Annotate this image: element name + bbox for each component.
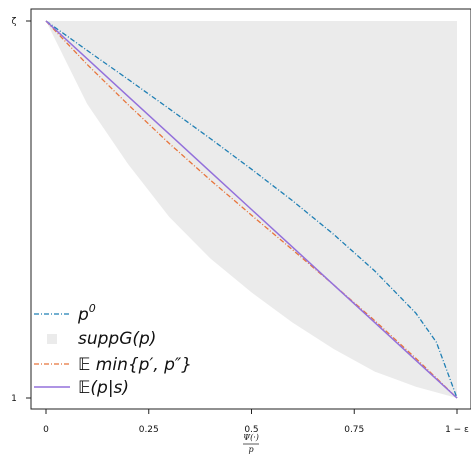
legend-swatch-support	[47, 334, 57, 344]
legend-label-p0-sup: 0	[89, 302, 96, 315]
series-p0-line	[45, 20, 458, 399]
y-tick-label: ζ	[12, 17, 17, 27]
legend-label-ecs: 𝔼(p|s)	[78, 378, 129, 398]
legend-label-p0-base: p	[77, 305, 89, 325]
legend-label-p0: p0	[77, 302, 96, 325]
series-lines-layer	[45, 20, 458, 399]
x-tick-label: 0.75	[344, 425, 364, 435]
x-axis: 0 0.25 0.5 0.75 1 − ε	[43, 409, 469, 435]
x-tick-label: 0	[43, 425, 49, 435]
x-axis-label-numerator: Ψ(·)	[243, 433, 259, 442]
series-ecs-line	[45, 20, 458, 399]
legend: p0 suppG(p) 𝔼 min{p′, p″} 𝔼(p|s)	[34, 302, 192, 398]
legend-label-support: suppG(p)	[78, 329, 156, 349]
x-tick-label: 0.5	[244, 425, 258, 435]
y-tick-label: 1	[11, 394, 17, 404]
y-axis: ζ1	[11, 17, 31, 404]
series-emin-line	[45, 20, 458, 399]
x-axis-label-denominator: p	[248, 445, 253, 454]
legend-label-emin: 𝔼 min{p′, p″}	[78, 355, 192, 375]
x-tick-label: 1 − ε	[445, 425, 469, 435]
x-tick-label: 0.25	[139, 425, 159, 435]
